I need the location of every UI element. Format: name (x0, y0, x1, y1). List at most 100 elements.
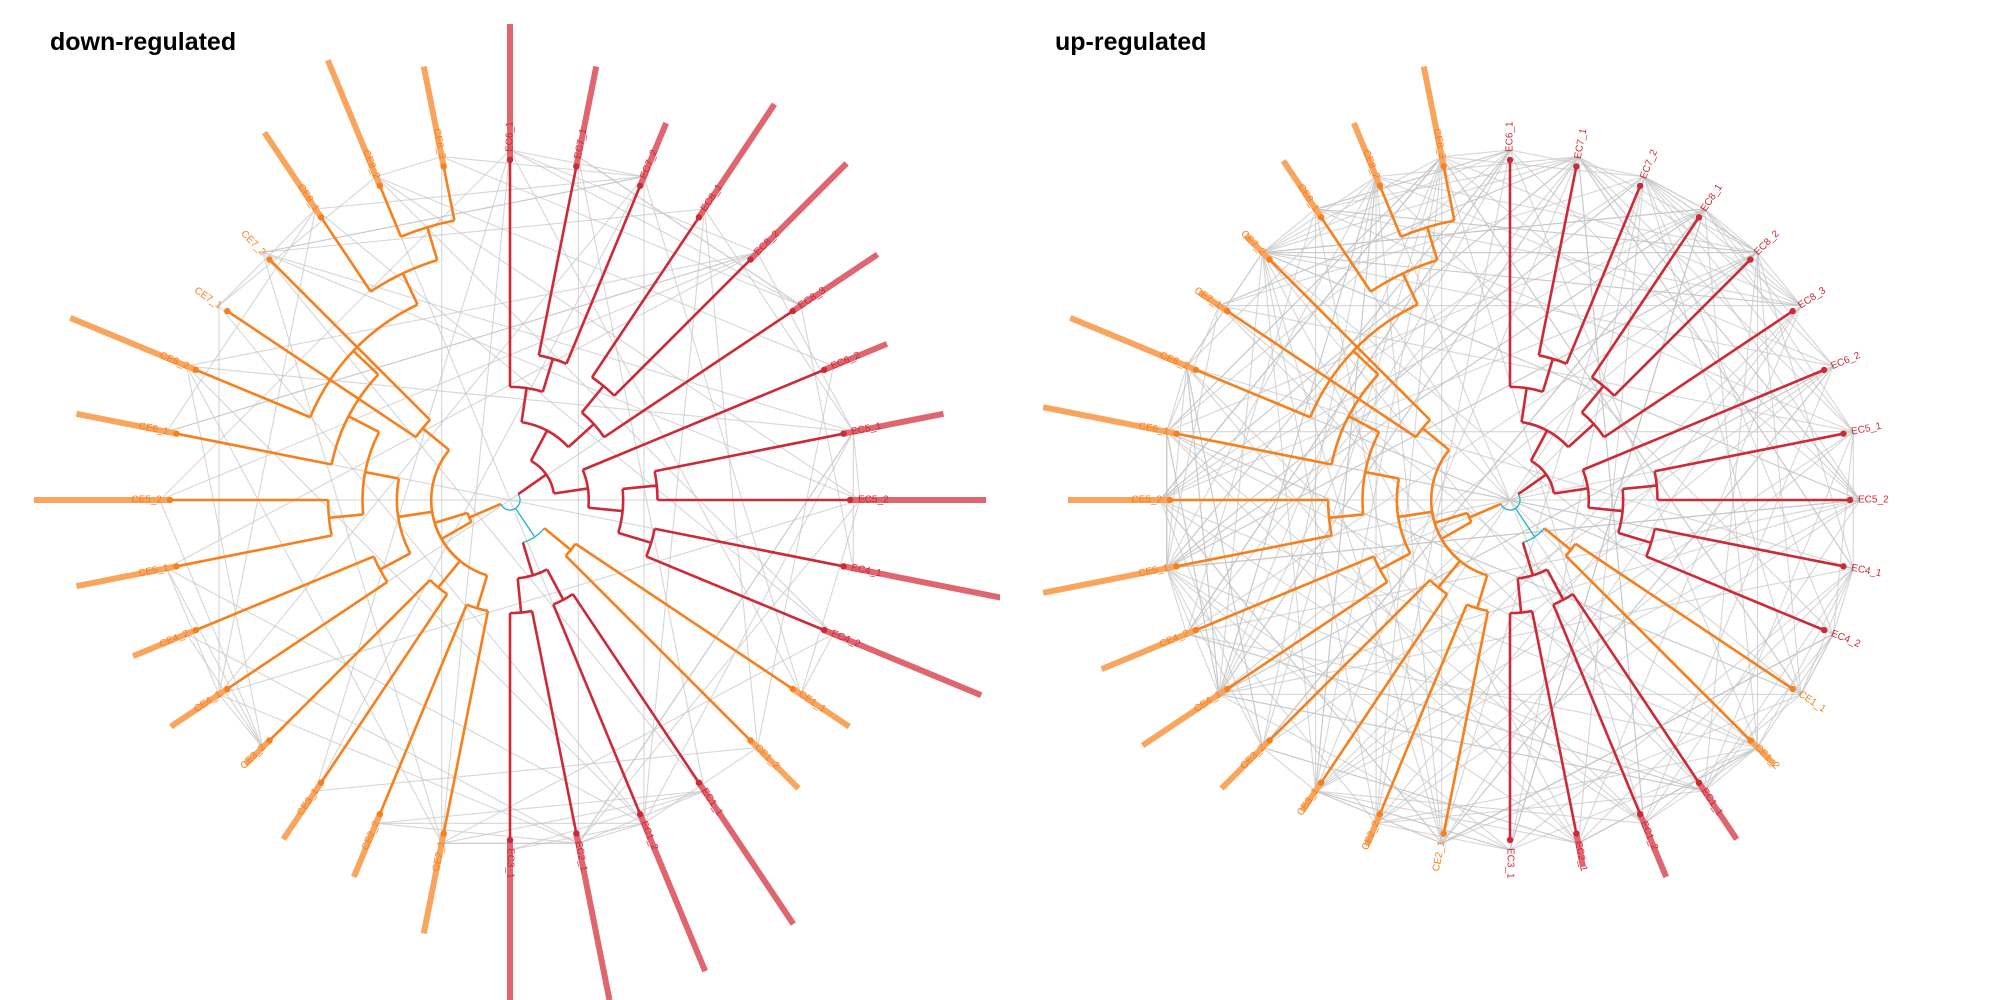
link-line (1166, 431, 1645, 824)
link-line (1577, 156, 1861, 501)
tree-layer (1170, 160, 1850, 840)
leaf-dot (840, 563, 847, 570)
branch-segment (1590, 216, 1700, 379)
branch-segment (320, 593, 449, 784)
leaf-label: CE8_3 (431, 128, 448, 161)
leaf-label: CE5_1 (1138, 563, 1171, 580)
link-line (1703, 252, 1759, 792)
leaf-label: CE7_2 (238, 229, 268, 259)
leaf-label: CE2_2 (360, 819, 382, 852)
leaf-label: EC4_2 (1829, 628, 1862, 650)
branch-segment (1268, 579, 1431, 742)
leaf-dot (1820, 626, 1828, 634)
branch-segment (552, 604, 642, 815)
link-line (262, 251, 854, 433)
branch-segment (421, 427, 450, 452)
branch-arc (1361, 431, 1381, 515)
branch-segment (1421, 427, 1450, 452)
leaf-bar (1299, 781, 1324, 813)
link-line (1441, 149, 1511, 158)
link-line (1186, 633, 1705, 792)
branch-arc (430, 511, 461, 562)
link-line (375, 156, 442, 178)
leaf-dot (1636, 810, 1644, 818)
leaf-dot (1166, 496, 1174, 504)
branch-segment (320, 216, 372, 293)
link-line (1315, 176, 1377, 792)
branch-arc (1395, 478, 1412, 554)
branch-segment (1516, 578, 1523, 613)
down-regulated-panel: down-regulated EC6_1 EC7_1 EC7_2 EC8_1 EC8_2… (34, 24, 1000, 1000)
link-line (1643, 176, 1705, 210)
link-line (1166, 149, 1511, 433)
link-line (1261, 252, 1443, 844)
branch-segment (1520, 387, 1528, 423)
leaf-dot (695, 214, 703, 221)
link-line (1643, 694, 1802, 824)
link-line (1218, 305, 1758, 748)
leaf-bar (696, 781, 796, 926)
link-line (376, 822, 579, 844)
leaf-dot (266, 737, 273, 744)
leaf-bar (1219, 738, 1272, 791)
leaf-label: EC5_1 (850, 421, 883, 438)
leaf-dot (192, 366, 200, 374)
link-line (218, 499, 861, 695)
leaf-label: CE5_2 (1131, 495, 1162, 506)
branch-segment (1582, 368, 1825, 472)
leaf-label: CE7_2 (1238, 229, 1268, 259)
leaf-label: CE1_1 (1796, 689, 1828, 715)
branch-segment (1580, 385, 1605, 414)
branch-segment (1565, 185, 1642, 365)
branch-segment (1434, 511, 1468, 525)
branch-arc (429, 579, 448, 596)
branch-segment (442, 166, 456, 221)
branch-segment (565, 185, 642, 365)
branch-segment (1521, 542, 1535, 576)
branch-segment (1176, 432, 1332, 466)
leaf-label: EC3_1 (504, 848, 515, 879)
branch-segment (543, 527, 572, 551)
branch-segment (1364, 470, 1400, 480)
leaf-dot (1789, 307, 1796, 315)
link-line (1159, 252, 1758, 501)
link-line (1166, 568, 1188, 635)
branch-segment (520, 387, 528, 423)
leaf-dot (1440, 163, 1447, 170)
branch-segment (516, 578, 523, 613)
link-line (1262, 747, 1316, 792)
branch-segment (1437, 560, 1462, 589)
link-line (218, 305, 645, 824)
leaf-label: EC6_1 (1505, 121, 1516, 152)
branch-segment (1543, 527, 1572, 551)
link-line (166, 567, 645, 824)
branch-segment (442, 610, 490, 834)
link-line (1578, 747, 1758, 844)
link-line (1315, 365, 1834, 792)
link-line (1376, 156, 1579, 178)
leaf-dot (317, 214, 325, 221)
branch-arc (522, 527, 545, 544)
branch-segment (1397, 510, 1433, 519)
link-line (1262, 208, 1705, 748)
link-line (441, 633, 834, 844)
leaf-label: EC5_2 (1858, 495, 1889, 506)
leaf-label: EC5_1 (1850, 421, 1883, 438)
branch-arc (552, 592, 574, 606)
link-line (1375, 431, 1854, 824)
link-line (262, 252, 705, 792)
leaf-label: CE1_2 (1752, 742, 1782, 772)
link-line (315, 746, 758, 792)
branch-arc (500, 493, 521, 511)
leaf-bar (748, 738, 801, 791)
link-line (1218, 365, 1834, 695)
link-line (1262, 365, 1834, 748)
link-line (1441, 156, 1861, 501)
link-line (441, 149, 511, 844)
leaf-bar (791, 251, 880, 314)
branch-segment (1378, 185, 1403, 238)
leaf-label: CE4_1 (1192, 689, 1224, 715)
leaf-bar (1100, 627, 1198, 672)
leaf-dot (506, 836, 514, 844)
link-line (1704, 208, 1802, 306)
